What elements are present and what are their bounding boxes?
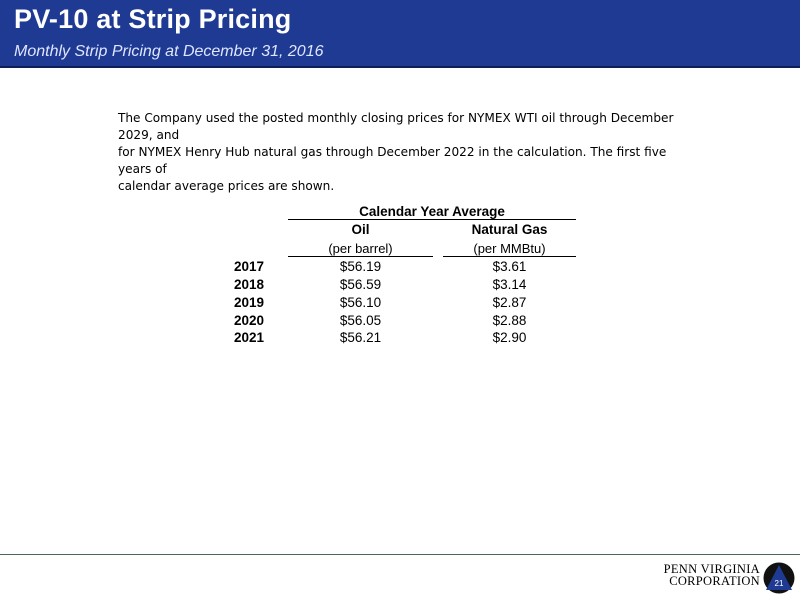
company-logo-icon: 21 <box>763 562 795 594</box>
intro-line-2: for NYMEX Henry Hub natural gas through … <box>118 145 667 176</box>
gas-price-cell: $2.88 <box>492 313 527 328</box>
row-year: 2018 <box>234 277 265 292</box>
gas-column-underline <box>443 256 576 257</box>
company-logo-text: PENN VIRGINIA CORPORATION <box>663 562 760 588</box>
gas-price-cell: $3.61 <box>492 259 527 274</box>
logo-line-2: CORPORATION <box>669 574 760 588</box>
oil-price-cell: $56.05 <box>339 313 382 328</box>
oil-price-cell: $56.59 <box>339 277 382 292</box>
page-number: 21 <box>775 579 784 588</box>
column-header-gas: Natural Gas <box>471 222 548 237</box>
row-year: 2020 <box>234 313 265 328</box>
column-unit-oil: (per barrel) <box>328 241 393 256</box>
column-unit-gas: (per MMBtu) <box>473 241 546 256</box>
group-header-underline <box>288 219 576 220</box>
page-title: PV-10 at Strip Pricing <box>14 4 292 34</box>
oil-column-underline <box>288 256 433 257</box>
gas-price-cell: $3.14 <box>492 277 527 292</box>
oil-price-cell: $56.21 <box>339 330 382 345</box>
row-year: 2019 <box>234 295 265 310</box>
logo-triangle <box>766 565 792 590</box>
intro-line-1: The Company used the posted monthly clos… <box>118 111 674 142</box>
row-year: 2021 <box>234 330 265 345</box>
header-divider <box>0 66 800 68</box>
gas-price-cell: $2.87 <box>492 295 527 310</box>
header-bar: PV-10 at Strip Pricing Monthly Strip Pri… <box>0 0 800 66</box>
footer-divider <box>0 554 800 555</box>
table-group-header: Calendar Year Average <box>359 204 505 219</box>
intro-line-3: calendar average prices are shown. <box>118 179 335 193</box>
oil-price-cell: $56.10 <box>339 295 382 310</box>
logo-line-1: PENN VIRGINIA <box>663 562 760 576</box>
intro-paragraph: The Company used the posted monthly clos… <box>118 110 683 195</box>
row-year: 2017 <box>234 259 265 274</box>
column-header-oil: Oil <box>351 222 370 237</box>
oil-price-cell: $56.19 <box>339 259 382 274</box>
page-subtitle: Monthly Strip Pricing at December 31, 20… <box>14 43 324 60</box>
gas-price-cell: $2.90 <box>492 330 527 345</box>
